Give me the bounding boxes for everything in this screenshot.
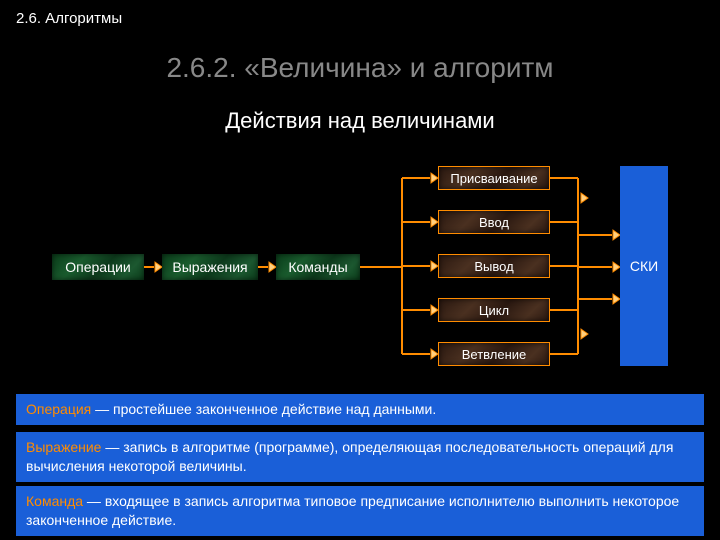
- page-title: 2.6.2. «Величина» и алгоритм: [0, 52, 720, 84]
- definition-2: Команда — входящее в запись алгоритма ти…: [16, 486, 704, 536]
- brown-box-1: Ввод: [438, 210, 550, 234]
- definition-term-0: Операция: [26, 401, 91, 417]
- brown-box-0: Присваивание: [438, 166, 550, 190]
- page-subtitle: Действия над величинами: [0, 108, 720, 134]
- definition-1: Выражение — запись в алгоритме (программ…: [16, 432, 704, 482]
- definition-text-1: — запись в алгоритме (программе), опреде…: [26, 439, 673, 474]
- green-box-2: Команды: [276, 254, 360, 280]
- brown-box-2: Вывод: [438, 254, 550, 278]
- definition-0: Операция — простейшее законченное действ…: [16, 394, 704, 425]
- definition-text-0: — простейшее законченное действие над да…: [91, 401, 436, 417]
- definition-term-2: Команда: [26, 493, 83, 509]
- green-box-1: Выражения: [162, 254, 258, 280]
- breadcrumb: 2.6. Алгоритмы: [16, 10, 122, 27]
- ski-box: СКИ: [620, 166, 668, 366]
- green-box-0: Операции: [52, 254, 144, 280]
- brown-box-4: Ветвление: [438, 342, 550, 366]
- brown-box-3: Цикл: [438, 298, 550, 322]
- diagram-area: Операции Выражения Команды Присваивание Ввод…: [0, 150, 720, 380]
- definition-term-1: Выражение: [26, 439, 101, 455]
- definition-text-2: — входящее в запись алгоритма типовое пр…: [26, 493, 679, 528]
